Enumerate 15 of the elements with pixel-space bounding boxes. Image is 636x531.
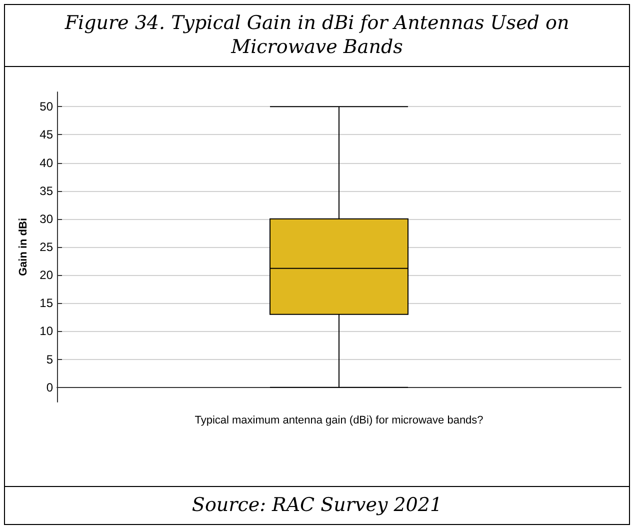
y-axis-title: Gain in dBi	[17, 218, 30, 276]
y-tick-label: 45	[40, 128, 54, 142]
y-tick-label: 15	[40, 296, 54, 310]
source-note: Source: RAC Survey 2021	[5, 486, 629, 524]
chart-title: Figure 34. Typical Gain in dBi for Antennas Used on Microwave Bands	[5, 5, 629, 67]
y-tick-label: 35	[40, 184, 54, 198]
y-tick-label: 0	[46, 380, 54, 394]
y-tick-label: 10	[40, 324, 54, 338]
x-axis-title: Typical maximum antenna gain (dBi) for microwave bands?	[194, 414, 484, 426]
y-tick-label: 40	[40, 156, 54, 170]
y-tick-label: 50	[40, 100, 54, 114]
y-tick-label: 30	[40, 212, 54, 226]
y-tick-label: 5	[46, 352, 54, 366]
y-tick-label: 25	[40, 240, 54, 254]
y-tick-label: 20	[40, 268, 54, 282]
